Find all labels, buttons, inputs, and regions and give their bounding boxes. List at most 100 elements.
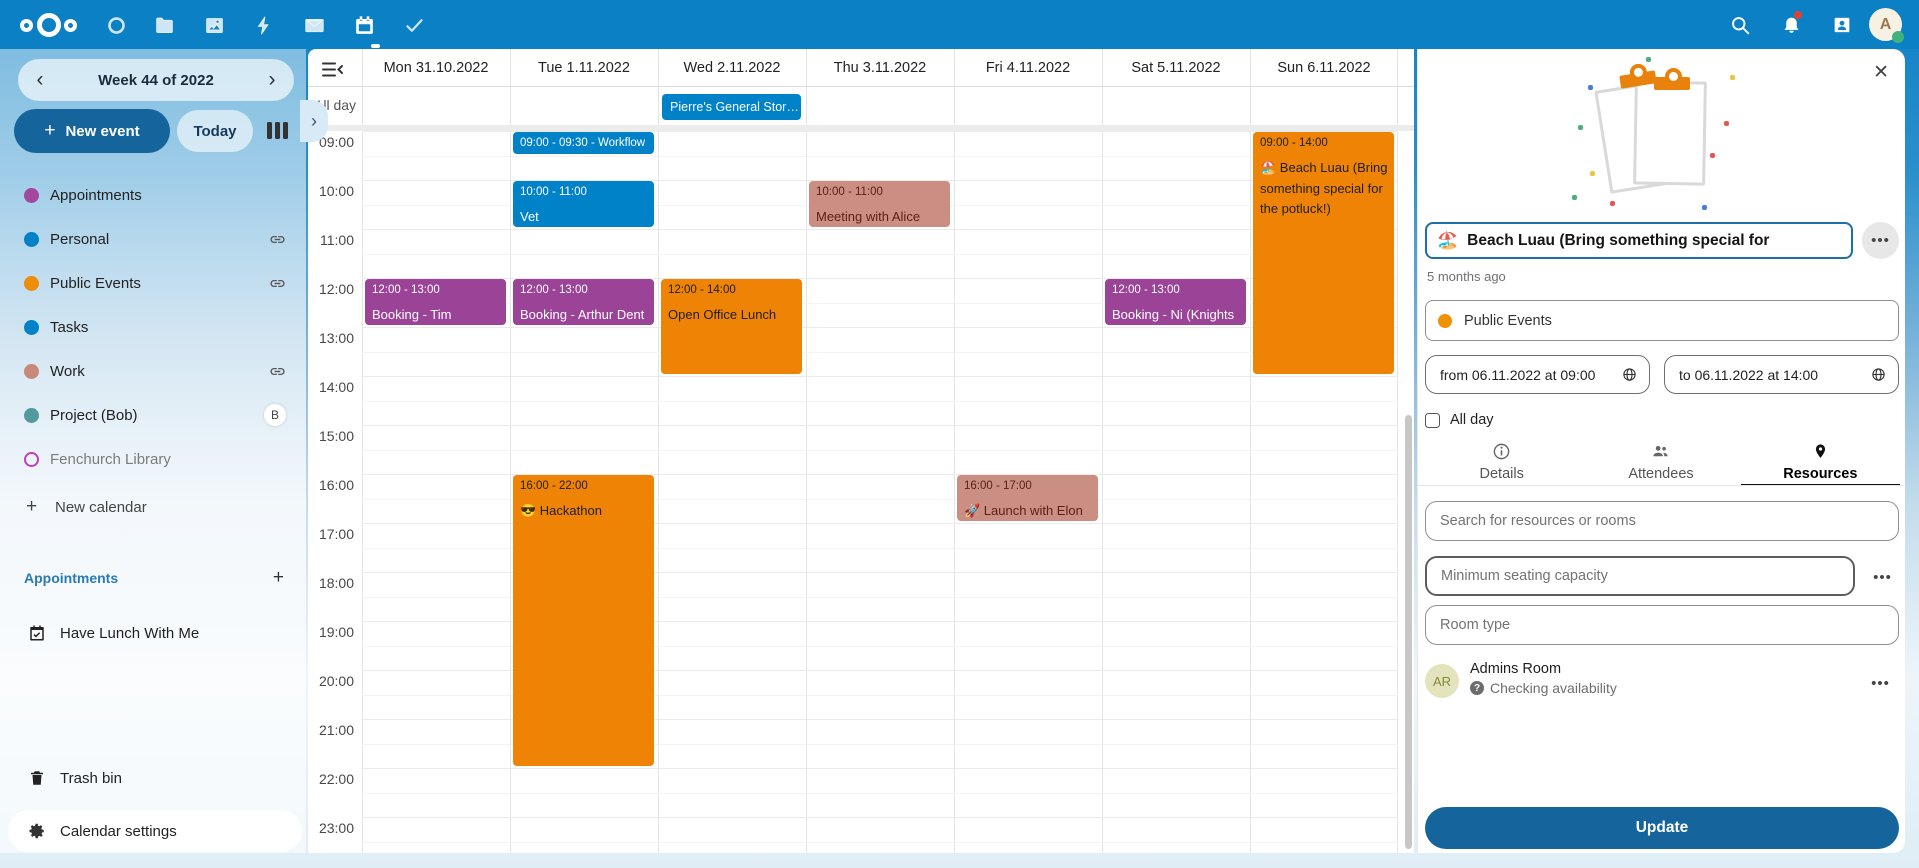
seating-options-menu-icon[interactable]: ••• <box>1873 569 1892 586</box>
calendar-settings-button[interactable]: Calendar settings <box>8 810 302 852</box>
calendar-event[interactable]: 09:00 - 09:30 - Workflow <box>513 132 654 154</box>
day-header: Tue 1.11.2022 <box>538 59 630 76</box>
calendar-picker-select[interactable]: Public Events <box>1425 300 1899 341</box>
day-header: Mon 31.10.2022 <box>383 59 489 76</box>
checkbox-box[interactable] <box>1425 412 1440 428</box>
room-type-input[interactable]: Room type <box>1425 605 1899 645</box>
tab-resources[interactable]: Resources <box>1740 439 1901 486</box>
start-datetime-field[interactable]: from 06.11.2022 at 09:00 <box>1425 355 1650 394</box>
timezone-globe-icon[interactable] <box>1871 367 1886 382</box>
active-app-indicator <box>371 44 380 48</box>
event-title: 🏖️ Beach Luau (Bring something special f… <box>1260 160 1388 216</box>
sidebar-calendar-fenchurch-library[interactable]: Fenchurch Library <box>0 439 306 479</box>
time-axis-label: 12:00 <box>318 281 354 297</box>
calendar-color-dot[interactable] <box>24 319 39 335</box>
today-button[interactable]: Today <box>177 110 253 152</box>
calendar-event[interactable]: 12:00 - 14:00 Open Office Lunch <box>661 279 802 374</box>
app-dashboard-icon[interactable] <box>104 13 128 37</box>
event-time: 09:00 - 14:00 <box>1260 137 1328 149</box>
nextcloud-logo[interactable] <box>18 8 80 42</box>
add-appointment-config-button[interactable]: + <box>272 567 284 588</box>
sidebar-calendar-appointments[interactable]: Appointments <box>0 175 306 215</box>
tab-attendees[interactable]: Attendees <box>1581 439 1740 486</box>
app-photos-icon[interactable] <box>202 13 226 37</box>
week-label: Week 44 of 2022 <box>98 71 214 89</box>
shared-link-icon[interactable] <box>269 363 286 380</box>
all-day-checkbox[interactable]: All day <box>1425 412 1494 428</box>
calendar-event[interactable]: 16:00 - 17:00 🚀 Launch with Elon <box>957 475 1098 521</box>
previous-week-button[interactable]: ‹ <box>36 68 44 91</box>
event-title-input[interactable]: 🏖️ Beach Luau (Bring something special f… <box>1425 222 1853 259</box>
timezone-globe-icon[interactable] <box>1622 367 1637 382</box>
search-icon[interactable] <box>1727 12 1753 38</box>
app-files-icon[interactable] <box>152 13 176 37</box>
calendar-color-dot[interactable] <box>24 231 39 247</box>
tab-label: Resources <box>1783 466 1858 482</box>
notifications-bell-icon[interactable] <box>1778 11 1804 38</box>
event-title: Booking - Arthur Dent <box>520 307 645 323</box>
event-title: Vet <box>520 209 539 225</box>
calendar-event[interactable]: 12:00 - 13:00 Booking - Arthur Dent <box>513 279 654 325</box>
shared-link-icon[interactable] <box>269 275 286 292</box>
sidebar-calendar-personal[interactable]: Personal <box>0 219 306 259</box>
day-column[interactable] <box>954 49 1102 853</box>
allday-event[interactable]: Pierre's General Stor… <box>662 94 801 120</box>
calendar-color-dot[interactable] <box>24 407 39 423</box>
calendar-scrollbar[interactable] <box>1405 415 1412 849</box>
resource-name: Admins Room <box>1470 661 1562 677</box>
sidebar-calendar-public-events[interactable]: Public Events <box>0 263 306 303</box>
time-axis-label: 18:00 <box>318 575 354 591</box>
calendar-event[interactable]: 12:00 - 13:00 Booking - Tim (Wizard) <box>365 279 506 325</box>
sidebar-toggle-flap[interactable]: › <box>300 100 328 142</box>
end-datetime-field[interactable]: to 06.11.2022 at 14:00 <box>1664 355 1899 394</box>
day-column[interactable] <box>1250 49 1398 853</box>
trash-bin-item[interactable]: Trash bin <box>0 758 306 798</box>
calendar-event[interactable]: 12:00 - 13:00 Booking - Ni (Knights <box>1105 279 1246 325</box>
appointments-heading: Appointments <box>24 570 119 586</box>
contacts-icon[interactable] <box>1829 12 1855 38</box>
update-button[interactable]: Update <box>1425 807 1899 849</box>
resource-search-input[interactable]: Search for resources or rooms <box>1425 501 1899 541</box>
calendar-color-dot[interactable] <box>24 451 39 467</box>
day-column[interactable] <box>658 49 806 853</box>
sidebar-calendar-tasks[interactable]: Tasks <box>0 307 306 347</box>
sidebar-calendar-project-bob-[interactable]: Project (Bob) B <box>0 395 306 435</box>
calendar-color-dot[interactable] <box>24 275 39 291</box>
shared-by-badge[interactable]: B <box>264 404 286 426</box>
collapse-allday-icon[interactable] <box>322 61 344 83</box>
day-header: Fri 4.11.2022 <box>985 59 1071 76</box>
calendar-event[interactable]: 09:00 - 14:00 🏖️ Beach Luau (Bring someth… <box>1253 132 1394 374</box>
calendar-event[interactable]: 16:00 - 22:00 😎 Hackathon <box>513 475 654 766</box>
app-activity-icon[interactable] <box>252 13 276 37</box>
trash-icon <box>31 771 43 785</box>
event-actions-menu-icon[interactable]: ••• <box>1862 222 1899 259</box>
appointment-item[interactable]: Have Lunch With Me <box>0 613 306 653</box>
new-calendar-button[interactable]: + New calendar <box>0 487 306 527</box>
new-event-button[interactable]: + New event <box>14 109 170 153</box>
calendar-event[interactable]: 10:00 - 11:00 Vet <box>513 181 654 227</box>
time-axis-label: 14:00 <box>318 379 354 395</box>
calendar-color-dot[interactable] <box>24 187 39 203</box>
seating-capacity-input[interactable]: Minimum seating capacity <box>1425 556 1855 596</box>
app-calendar-icon[interactable] <box>352 13 376 37</box>
user-avatar[interactable]: A <box>1869 8 1904 43</box>
day-column[interactable] <box>1102 49 1250 853</box>
day-column[interactable] <box>510 49 658 853</box>
view-switcher-icon[interactable] <box>267 122 290 140</box>
sidebar-calendar-work[interactable]: Work <box>0 351 306 391</box>
next-week-button[interactable]: › <box>268 68 276 91</box>
day-column[interactable] <box>806 49 954 853</box>
shared-link-icon[interactable] <box>269 231 286 248</box>
tab-details[interactable]: Details <box>1422 439 1581 486</box>
calendar-color-dot[interactable] <box>24 363 39 379</box>
resource-list-item[interactable]: AR Admins Room ? Checking availability •… <box>1425 661 1899 705</box>
app-tasks-icon[interactable] <box>402 13 426 37</box>
day-column[interactable] <box>362 49 510 853</box>
calendar-name: Work <box>50 362 85 380</box>
close-icon[interactable]: ✕ <box>1873 62 1889 83</box>
app-mail-icon[interactable] <box>302 13 326 37</box>
resource-menu-icon[interactable]: ••• <box>1871 675 1890 692</box>
event-time: 16:00 - 22:00 <box>520 480 588 492</box>
calendar-event[interactable]: 10:00 - 11:00 Meeting with Alice <box>809 181 950 227</box>
time-axis-label: 13:00 <box>318 330 354 346</box>
